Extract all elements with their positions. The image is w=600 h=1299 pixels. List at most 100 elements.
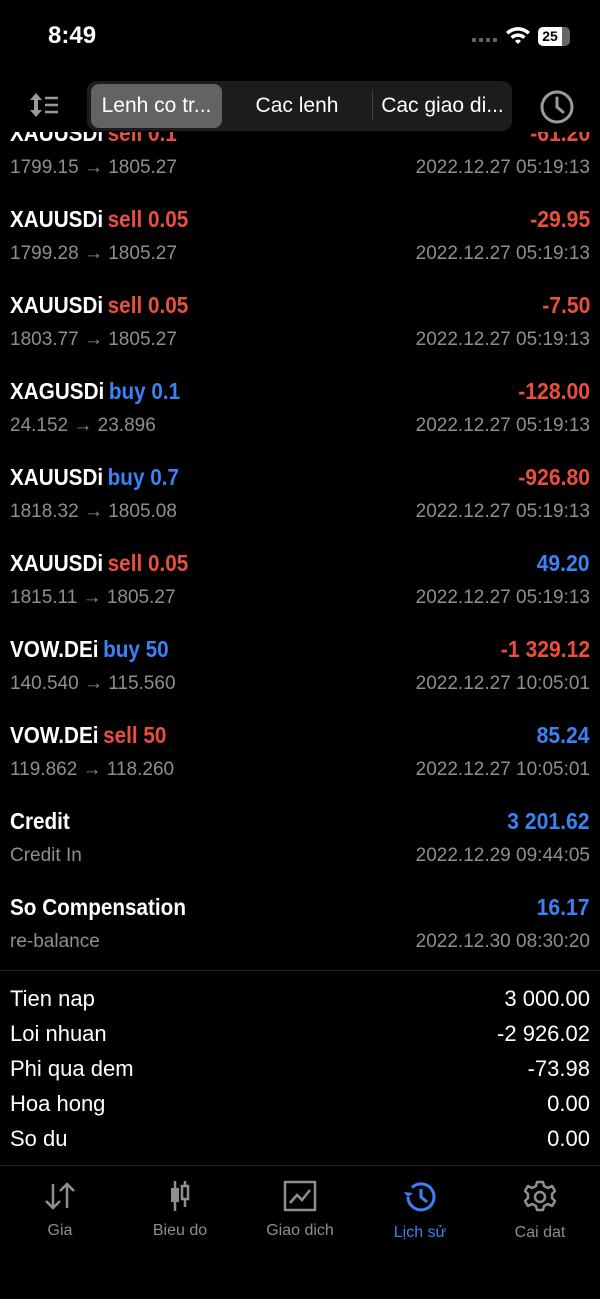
sort-icon[interactable]: [28, 92, 60, 118]
summary-row: Phi qua dem -73.98: [0, 1051, 600, 1086]
history-list[interactable]: XAUUSDi sell 0.1 -61.20 1799.15 → 1805.27…: [0, 132, 600, 970]
deal-symbol: XAUUSDi sell 0.05: [10, 550, 188, 577]
deal-row[interactable]: VOW.DEi sell 50 85.24 119.862 → 118.260 2…: [0, 707, 600, 793]
deal-side: buy 50: [103, 636, 169, 662]
deal-row[interactable]: VOW.DEi buy 50 -1 329.12 140.540 → 115.56…: [0, 621, 600, 707]
deal-symbol: Credit: [10, 808, 70, 835]
arrows-up-down-icon: [45, 1182, 75, 1210]
deal-profit: -926.80: [518, 464, 590, 490]
deal-profit: 85.24: [537, 722, 590, 748]
deal-prices: 24.152 → 23.896: [10, 415, 156, 436]
symbol-name: So Compensation: [10, 894, 186, 920]
tab-label: Bieu do: [152, 1222, 208, 1239]
summary-row: Hoa hong 0.00: [0, 1086, 600, 1121]
symbol-name: XAUUSDi: [10, 550, 104, 576]
deal-row[interactable]: XAUUSDi sell 0.1 -61.20 1799.15 → 1805.27…: [0, 132, 600, 191]
summary-row: Tien nap 3 000.00: [0, 981, 600, 1016]
deal-row[interactable]: XAUUSDi sell 0.05 -7.50 1803.77 → 1805.27…: [0, 277, 600, 363]
deal-symbol: So Compensation: [10, 894, 186, 921]
deal-time: 2022.12.27 05:19:13: [415, 329, 590, 350]
summary-value: 3 000.00: [504, 986, 590, 1011]
trade-chart-icon: [283, 1180, 317, 1212]
deal-prices: 119.862 → 118.260: [10, 759, 175, 780]
summary-value: 0.00: [547, 1126, 590, 1151]
deal-time: 2022.12.30 08:30:20: [415, 931, 590, 952]
deal-row[interactable]: So Compensation 16.17 re-balance 2022.12…: [0, 879, 600, 965]
battery-icon: 25: [538, 27, 570, 46]
deal-side: sell 0.1: [107, 132, 177, 146]
deal-row[interactable]: Credit 3 201.62 Credit In 2022.12.29 09:…: [0, 793, 600, 879]
tab-label: Giao dich: [266, 1222, 334, 1239]
header: Lenh co tr... Cac lenh Cac giao di...: [0, 80, 600, 132]
deal-profit: -1 329.12: [500, 636, 590, 662]
deal-profit: -29.95: [529, 206, 590, 232]
deal-prices: 1799.28 → 1805.27: [10, 243, 177, 264]
deal-prices: 1815.11 → 1805.27: [10, 587, 176, 608]
deal-time: 2022.12.29 09:44:05: [415, 845, 590, 866]
deal-side: sell 0.05: [107, 206, 189, 232]
tab-label: Lịch sử: [393, 1224, 447, 1241]
symbol-name: Credit: [10, 808, 70, 834]
summary: Tien nap 3 000.00 Loi nhuan -2 926.02 Phi qu…: [0, 981, 600, 1156]
status-bar: 8:49 25: [0, 0, 600, 70]
summary-label: Loi nhuan: [10, 1021, 107, 1046]
summary-value: -2 926.02: [497, 1021, 590, 1046]
deal-side: sell 0.05: [107, 550, 189, 576]
history-icon: [404, 1182, 436, 1212]
clock-icon[interactable]: [539, 89, 575, 125]
deal-side: sell 0.05: [107, 292, 189, 318]
wifi-icon: [506, 27, 530, 44]
tab-settings[interactable]: Cai dat: [480, 1180, 600, 1242]
deal-time: 2022.12.27 10:05:01: [415, 673, 590, 694]
tab-quotes[interactable]: Gia: [0, 1180, 120, 1240]
deal-prices: 1799.15 → 1805.27: [10, 157, 177, 178]
summary-value: -73.98: [527, 1056, 590, 1081]
deal-prices: 1818.32 → 1805.08: [10, 501, 177, 522]
deal-symbol: VOW.DEi sell 50: [10, 722, 166, 749]
tab-trade[interactable]: Giao dich: [240, 1180, 360, 1240]
segmented-control: Lenh co tr... Cac lenh Cac giao di...: [87, 81, 512, 131]
symbol-name: XAUUSDi: [10, 206, 104, 232]
deal-row[interactable]: XAUUSDi buy 0.7 -926.80 1818.32 → 1805.08…: [0, 449, 600, 535]
divider: [0, 970, 600, 971]
summary-label: Tien nap: [10, 986, 95, 1011]
deal-prices: re-balance: [10, 931, 100, 952]
tab-orders[interactable]: Cac lenh: [255, 94, 339, 117]
symbol-name: VOW.DEi: [10, 722, 99, 748]
tab-bar: Gia Bieu do Giao dich Lịch sử Cai dat: [0, 1165, 600, 1299]
deal-time: 2022.12.27 10:05:01: [415, 759, 590, 780]
deal-profit: -128.00: [518, 378, 590, 404]
deal-time: 2022.12.27 05:19:13: [415, 587, 590, 608]
deal-row[interactable]: XAUUSDi sell 0.05 -29.95 1799.28 → 1805.2…: [0, 191, 600, 277]
deal-row[interactable]: XAUUSDi sell 0.05 49.20 1815.11 → 1805.27…: [0, 535, 600, 621]
deal-row[interactable]: XAGUSDi buy 0.1 -128.00 24.152 → 23.896 2…: [0, 363, 600, 449]
deal-time: 2022.12.27 05:19:13: [415, 157, 590, 178]
tab-chart[interactable]: Bieu do: [120, 1180, 240, 1240]
tab-label: Gia: [47, 1222, 73, 1239]
deal-prices: 1803.77 → 1805.27: [10, 329, 177, 350]
deal-symbol: VOW.DEi buy 50: [10, 636, 169, 663]
deal-profit: 49.20: [537, 550, 590, 576]
clock-time: 8:49: [48, 22, 97, 49]
symbol-name: XAUUSDi: [10, 464, 104, 490]
symbol-name: XAUUSDi: [10, 292, 104, 318]
deal-profit: 16.17: [537, 894, 590, 920]
tab-deals[interactable]: Cac giao di...: [372, 91, 512, 121]
deal-side: buy 0.7: [107, 464, 180, 490]
deal-symbol: XAUUSDi buy 0.7: [10, 464, 179, 491]
summary-row: So du 0.00: [0, 1121, 600, 1156]
deal-prices: Credit In: [10, 845, 82, 866]
gear-icon: [523, 1180, 557, 1212]
deal-symbol: XAGUSDi buy 0.1: [10, 378, 180, 405]
deal-symbol: XAUUSDi sell 0.05: [10, 292, 188, 319]
cellular-signal-icon: [472, 38, 497, 42]
deal-time: 2022.12.27 05:19:13: [415, 415, 590, 436]
tab-history[interactable]: Lịch sử: [360, 1180, 480, 1242]
symbol-name: XAGUSDi: [10, 378, 105, 404]
deal-profit: 3 201.62: [507, 808, 590, 834]
tab-label: Cai dat: [514, 1224, 566, 1241]
tab-positions[interactable]: Lenh co tr...: [91, 84, 222, 128]
deal-symbol: XAUUSDi sell 0.1: [10, 132, 177, 147]
summary-row: Loi nhuan -2 926.02: [0, 1016, 600, 1051]
deal-profit: -61.20: [529, 132, 590, 146]
